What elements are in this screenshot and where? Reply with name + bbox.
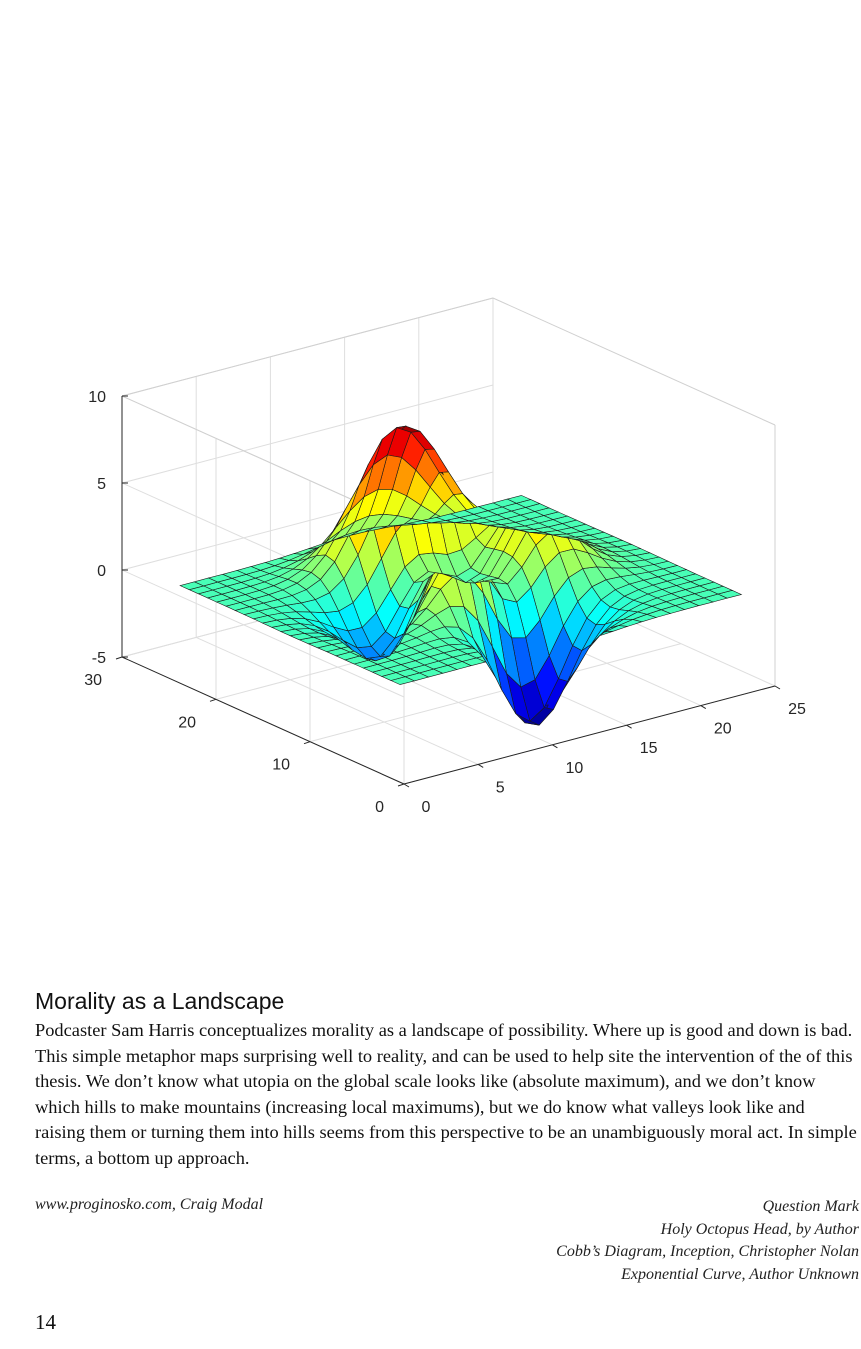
surface-plot: 0 5 10 15 20 25 0 10 20 30 -5 0 5 10 <box>84 297 806 816</box>
credit-line: Question Mark <box>762 1198 859 1215</box>
tick-mark <box>774 685 781 690</box>
tick-mark <box>209 698 217 702</box>
body-paragraph: Podcaster Sam Harris conceptualizes mora… <box>35 1020 857 1168</box>
surface-mesh <box>179 425 743 726</box>
credits-right: Question Mark Holy Octopus Head, by Auth… <box>556 1196 859 1286</box>
axis-lines <box>115 395 781 788</box>
axis-line <box>403 685 776 785</box>
grid-line <box>309 643 682 743</box>
tick-mark <box>552 744 558 749</box>
y-tick-label: 0 <box>375 799 384 816</box>
axis-line <box>121 656 405 785</box>
box-edge <box>121 297 494 397</box>
x-tick-label: 0 <box>422 799 431 816</box>
z-tick-label: 5 <box>97 476 106 493</box>
z-tick-label: -5 <box>92 650 106 667</box>
tick-mark <box>403 783 410 788</box>
x-tick-label: 10 <box>566 760 584 777</box>
tick-mark <box>303 741 311 745</box>
tick-mark <box>115 656 123 660</box>
x-tick-label: 5 <box>496 779 505 796</box>
grid-line <box>195 636 479 765</box>
y-tick-label: 10 <box>272 757 290 774</box>
box-edge <box>492 297 776 426</box>
tick-mark <box>477 763 484 768</box>
grid-line <box>121 384 494 484</box>
credit-line: Holy Octopus Head, by Author <box>660 1220 859 1238</box>
z-tick-label: 10 <box>88 389 106 406</box>
page-number: 14 <box>35 1310 56 1334</box>
x-tick-label: 25 <box>788 701 806 718</box>
tick-labels: 0 5 10 15 20 25 0 10 20 30 -5 0 5 10 <box>84 389 806 816</box>
x-tick-label: 15 <box>640 740 658 757</box>
credit-left: www.proginosko.com, Craig Modal <box>35 1196 264 1213</box>
y-tick-label: 20 <box>178 714 196 731</box>
section-heading: Morality as a Landscape <box>35 988 285 1014</box>
x-tick-label: 20 <box>714 721 732 738</box>
tick-mark <box>397 783 405 787</box>
credit-line: Cobb’s Diagram, Inception, Christopher N… <box>556 1243 859 1260</box>
tick-mark <box>626 724 632 729</box>
tick-mark <box>700 705 707 710</box>
grid-line <box>121 569 405 698</box>
z-tick-label: 0 <box>97 563 106 580</box>
y-tick-label: 30 <box>84 672 102 689</box>
credit-line: Exponential Curve, Author Unknown <box>621 1265 859 1283</box>
surface-cell <box>179 581 205 591</box>
